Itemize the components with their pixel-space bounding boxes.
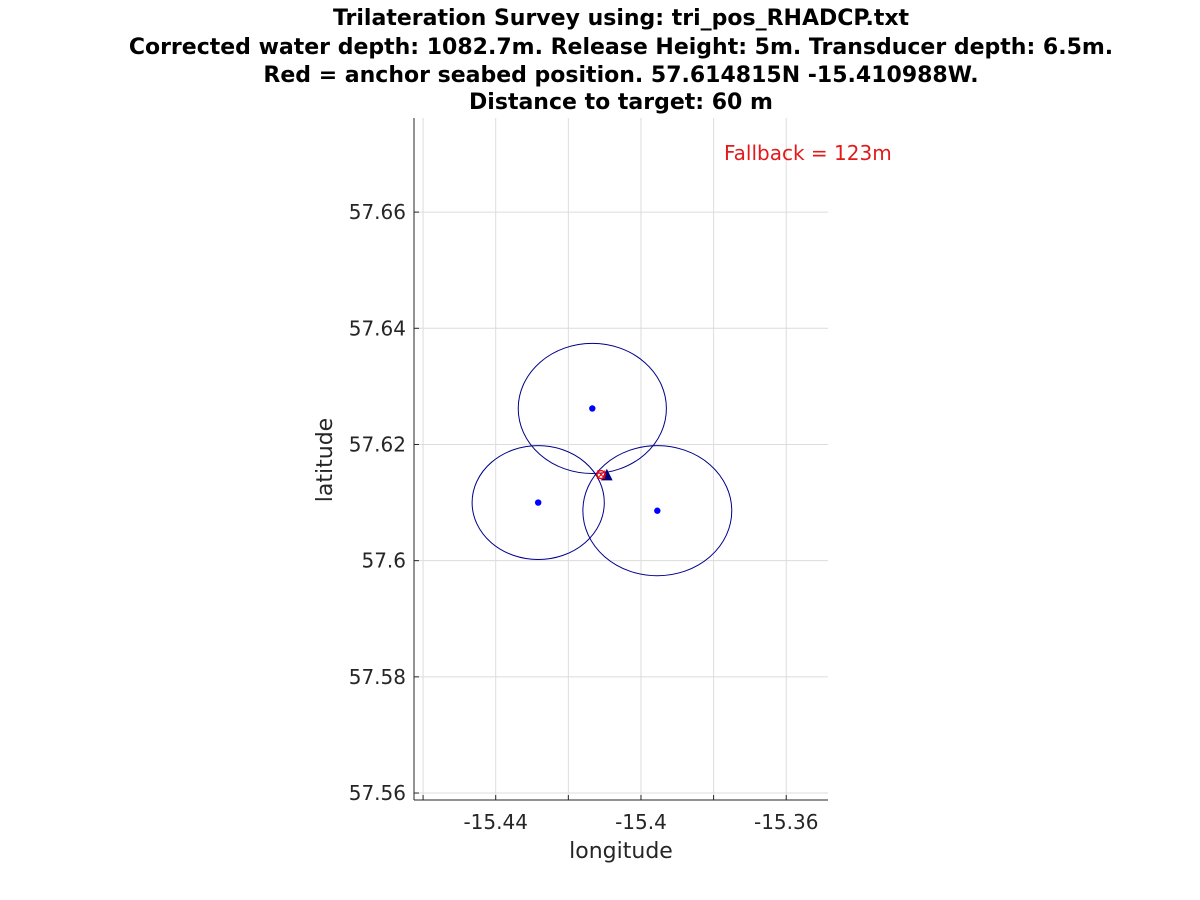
x-tick-label-0: -15.44 xyxy=(463,810,527,834)
x-axis-label: longitude xyxy=(569,839,673,864)
anchor-cross-b xyxy=(596,470,606,479)
position-markers xyxy=(596,468,613,481)
range-circle-1 xyxy=(517,342,667,475)
range-circle-2 xyxy=(471,445,605,560)
title-line-4: Distance to target: 60 m xyxy=(469,90,773,115)
x-tick-label-2: -15.36 xyxy=(754,810,818,834)
survey-point-2 xyxy=(535,499,542,506)
grid xyxy=(414,118,828,800)
axes xyxy=(413,118,828,801)
range-circle-3 xyxy=(582,445,733,577)
fallback-annotation: Fallback = 123m xyxy=(724,141,892,165)
title-line-2: Corrected water depth: 1082.7m. Release … xyxy=(129,35,1113,60)
tick-labels: -15.44 -15.4 -15.36 57.56 57.58 57.6 57.62 57.6… xyxy=(349,200,819,834)
chart-title: Trilateration Survey using: tri_pos_RHAD… xyxy=(129,6,1113,115)
x-tick-label-1: -15.4 xyxy=(615,810,667,834)
anchor-marker xyxy=(596,469,606,480)
title-line-1: Trilateration Survey using: tri_pos_RHAD… xyxy=(333,6,910,31)
y-tick-label-3: 57.62 xyxy=(349,432,406,456)
title-line-3: Red = anchor seabed position. 57.614815N… xyxy=(263,63,978,88)
y-tick-label-5: 57.66 xyxy=(349,200,406,224)
survey-points xyxy=(535,405,661,514)
y-tick-label-0: 57.56 xyxy=(349,781,406,805)
survey-point-3 xyxy=(654,507,661,514)
y-tick-label-2: 57.6 xyxy=(361,549,406,573)
survey-point-1 xyxy=(589,405,596,412)
y-axis-label: latitude xyxy=(313,418,338,502)
range-circles xyxy=(471,342,733,577)
y-tick-label-4: 57.64 xyxy=(349,316,406,340)
y-tick-label-1: 57.58 xyxy=(349,665,406,689)
